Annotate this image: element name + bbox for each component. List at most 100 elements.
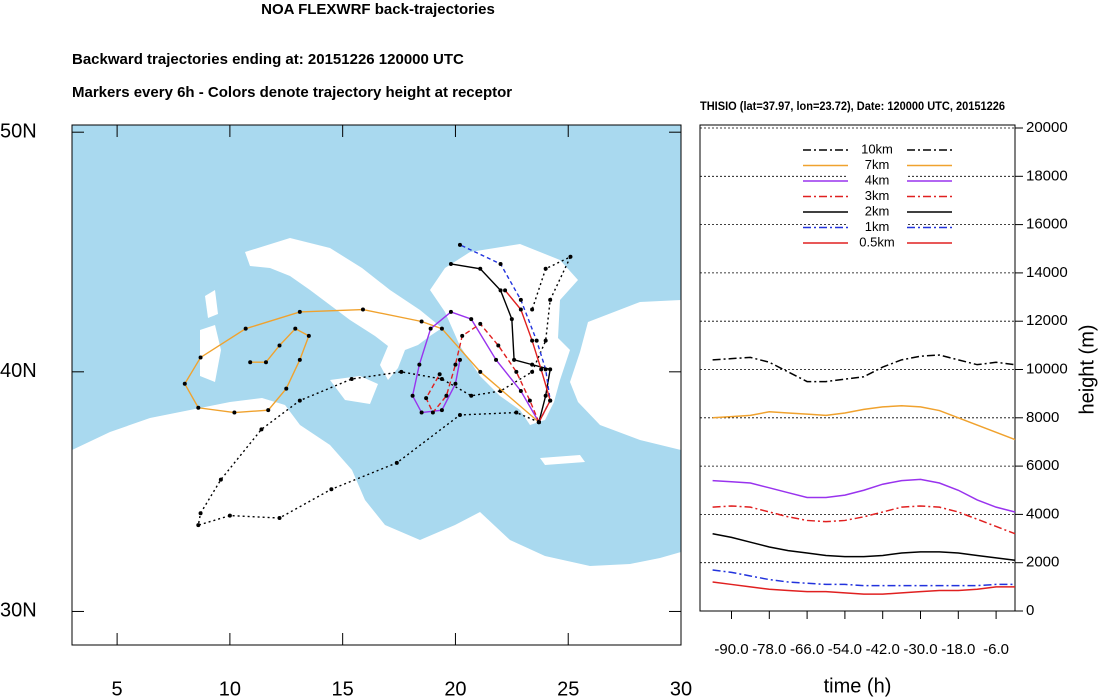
y-tick-label: 6000 [1026, 457, 1059, 474]
trajectory-marker [460, 333, 465, 338]
trajectory-marker [498, 261, 503, 266]
trajectory-marker [297, 309, 302, 314]
sicily [330, 376, 378, 404]
trajectory-marker [530, 369, 535, 374]
series-line [712, 532, 1016, 562]
corsica [205, 290, 218, 318]
trajectory-marker [457, 242, 462, 247]
trajectory-marker [518, 388, 523, 393]
x-tick-label: -90.0 [714, 641, 748, 658]
y-tick-label: 10000 [1026, 360, 1068, 377]
trajectory-marker [266, 408, 271, 413]
legend-background [848, 174, 906, 188]
y-tick-label: 8000 [1026, 409, 1059, 426]
trajectory-marker [530, 362, 535, 367]
anatolia [570, 300, 681, 450]
trajectory-marker [439, 326, 444, 331]
x-tick-label: -30.0 [903, 641, 937, 658]
trajectory-marker [548, 297, 553, 302]
trajectory-marker [284, 386, 289, 391]
x-tick-label: 10 [219, 678, 241, 700]
y-tick-label: 20000 [1026, 119, 1068, 136]
x-tick-label: 20 [444, 678, 466, 700]
trajectory-marker [543, 367, 548, 372]
y-tick-label: 14000 [1026, 264, 1068, 281]
trajectory-marker [543, 338, 548, 343]
trajectory-marker [430, 410, 435, 415]
trajectory-marker [198, 355, 203, 360]
x-tick-label: -6.0 [983, 641, 1009, 658]
trajectory-marker [469, 317, 474, 322]
legend-background [848, 205, 906, 219]
trajectory-marker [457, 412, 462, 417]
legend-background [848, 189, 906, 204]
trajectory-marker [478, 321, 483, 326]
trajectory-marker [439, 377, 444, 382]
africa [72, 398, 681, 645]
series-line [712, 404, 1016, 441]
trajectory-marker [478, 266, 483, 271]
trajectory-marker [496, 343, 501, 348]
trajectory-line [504, 289, 551, 423]
x-tick-label: -54.0 [828, 641, 862, 658]
x-axis-label: time (h) [824, 675, 892, 697]
trajectory-marker [568, 254, 573, 259]
y-tick-label: 16000 [1026, 216, 1068, 233]
series-line [712, 478, 1016, 513]
crete [540, 455, 585, 465]
trajectory-marker [263, 360, 268, 365]
trajectory-marker [417, 362, 422, 367]
trajectory-marker [530, 307, 535, 312]
y-axis-label: height (m) [1076, 324, 1098, 414]
trajectory-marker [182, 381, 187, 386]
legend-label: 4km [865, 172, 890, 187]
trajectory-marker [518, 307, 523, 312]
trajectory-marker [227, 513, 232, 518]
trajectory-marker [469, 393, 474, 398]
trajectory-marker [444, 393, 449, 398]
legend-label: 2km [865, 203, 890, 218]
trajectory-marker [196, 523, 201, 528]
trajectory-marker [297, 357, 302, 362]
subtitle: Markers every 6h - Colors denote traject… [72, 84, 512, 101]
y-tick-label: 2000 [1026, 554, 1059, 571]
trajectory-marker [306, 333, 311, 338]
trajectory-marker [419, 319, 424, 324]
trajectory-marker [548, 398, 553, 403]
trajectory-marker [293, 326, 298, 331]
trajectory-marker [277, 515, 282, 520]
x-tick-label: 25 [557, 678, 579, 700]
trajectory-marker [530, 338, 535, 343]
trajectory-marker [218, 477, 223, 482]
trajectory-marker [514, 410, 519, 415]
subtitle: Backward trajectories ending at: 2015122… [72, 51, 464, 68]
series-line [712, 354, 1016, 383]
trajectory-marker [232, 410, 237, 415]
trajectory-marker [196, 405, 201, 410]
x-tick-label: 30 [670, 678, 692, 700]
trajectory-marker [349, 377, 354, 382]
trajectories [182, 242, 573, 528]
trajectory-marker [399, 369, 404, 374]
trajectory-marker [543, 266, 548, 271]
trajectory-marker [518, 297, 523, 302]
y-tick-label: 40N [0, 360, 37, 382]
trajectory-marker [453, 362, 458, 367]
y-tick-label: 12000 [1026, 312, 1068, 329]
trajectory-marker [509, 317, 514, 322]
trajectory-marker [419, 410, 424, 415]
trajectory-marker [277, 343, 282, 348]
map-frame [71, 124, 682, 646]
y-tick-label: 4000 [1026, 505, 1059, 522]
x-tick-label: -42.0 [866, 641, 900, 658]
trajectory-marker [243, 326, 248, 331]
legend-label: 7km [865, 157, 890, 172]
trajectory-marker [457, 357, 462, 362]
legend-label: 3km [865, 188, 890, 203]
trajectory-marker [536, 420, 541, 425]
legend-label: 10km [861, 141, 893, 156]
y-tick-label: 18000 [1026, 167, 1068, 184]
trajectory-marker [478, 369, 483, 374]
trajectory-marker [198, 511, 203, 516]
